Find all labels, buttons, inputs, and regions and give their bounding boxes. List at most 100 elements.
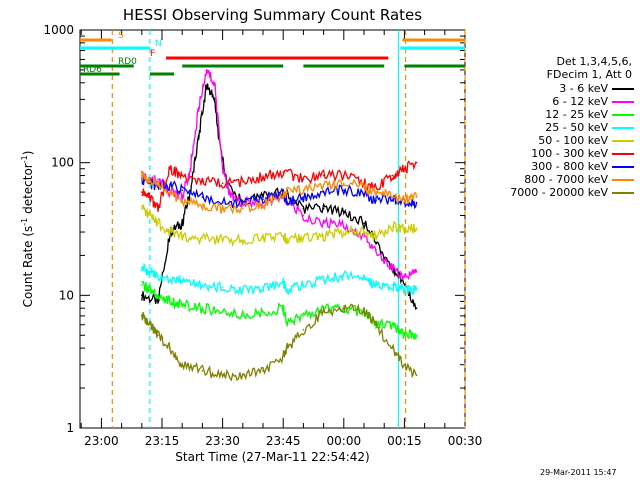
data-point <box>282 355 285 357</box>
legend-item: 6 - 12 keV <box>470 95 634 108</box>
data-point <box>375 284 377 286</box>
legend-item-label: 7000 - 20000 keV <box>510 186 608 199</box>
data-point <box>169 300 171 303</box>
data-point <box>157 334 159 337</box>
data-point <box>181 235 184 237</box>
data-point <box>213 98 216 101</box>
data-point <box>403 289 406 291</box>
series-line-8 <box>141 303 418 382</box>
data-point <box>282 281 285 284</box>
data-point <box>221 207 224 210</box>
data-point <box>375 235 377 237</box>
data-point <box>343 275 345 277</box>
data-point <box>221 311 224 313</box>
legend-item-label: 300 - 800 keV <box>531 160 608 173</box>
x-tick-label: 00:00 <box>327 434 362 448</box>
data-point <box>403 227 406 230</box>
data-point <box>242 315 244 317</box>
data-point <box>403 167 406 170</box>
data-point <box>157 207 159 210</box>
data-point <box>322 222 325 224</box>
flag-bar-label: RD6 <box>83 65 102 75</box>
data-point <box>181 303 184 306</box>
data-point <box>363 222 365 224</box>
data-point <box>322 191 325 193</box>
data-point <box>375 191 377 193</box>
legend-item-swatch <box>612 166 634 168</box>
data-point <box>149 323 151 326</box>
legend-item-label: 12 - 25 keV <box>545 108 608 121</box>
legend-item-swatch <box>612 101 634 103</box>
legend-header-line-2: FDecim 1, Att 0 <box>546 68 632 81</box>
series-line-3 <box>141 262 418 296</box>
data-point <box>302 315 305 317</box>
data-point <box>403 334 406 337</box>
data-point <box>242 289 244 291</box>
data-point <box>415 196 418 198</box>
data-point <box>262 198 264 201</box>
data-point <box>282 196 285 198</box>
data-point <box>201 284 204 286</box>
legend-item-swatch <box>612 114 634 116</box>
data-point <box>302 328 305 331</box>
data-point <box>181 199 184 202</box>
data-point <box>141 284 143 286</box>
y-axis-label-part: detector <box>21 163 35 218</box>
data-point <box>363 311 365 313</box>
data-point <box>149 196 151 198</box>
series-line-7 <box>141 171 418 215</box>
data-point <box>141 207 143 210</box>
data-point <box>149 289 151 291</box>
data-point <box>189 167 192 170</box>
data-point <box>375 249 377 251</box>
data-point <box>181 279 184 282</box>
y-axis-label-part: ) <box>21 151 35 156</box>
data-point <box>286 347 289 349</box>
x-tick-label: 00:30 <box>448 434 483 448</box>
data-point <box>415 289 418 291</box>
data-point <box>262 204 264 206</box>
series-line-2 <box>141 280 418 340</box>
data-point <box>201 180 204 183</box>
data-point <box>141 315 143 317</box>
data-point <box>181 363 184 366</box>
data-point <box>141 174 143 177</box>
data-point <box>302 214 305 217</box>
data-point <box>343 182 345 185</box>
data-point <box>262 176 264 178</box>
data-point <box>141 191 143 193</box>
data-point <box>415 271 418 273</box>
legend-item-label: 3 - 6 keV <box>559 82 608 95</box>
data-point <box>149 178 151 181</box>
data-point <box>242 374 244 377</box>
data-point <box>282 171 285 173</box>
legend-item-label: 25 - 50 keV <box>545 121 608 134</box>
flag-bar-label: S <box>118 31 124 41</box>
data-point <box>197 109 200 111</box>
y-axis-label-part: -1 <box>20 155 29 163</box>
data-point <box>169 184 171 186</box>
data-point <box>169 193 171 195</box>
legend-header: Det 1,3,4,5,6, FDecim 1, Att 0 <box>536 55 632 81</box>
legend-item-swatch <box>612 88 634 90</box>
x-tick-label: 23:15 <box>145 434 180 448</box>
data-point <box>343 225 345 228</box>
data-point <box>403 275 406 277</box>
data-point <box>302 196 305 198</box>
data-point <box>403 199 406 202</box>
legend-item: 3 - 6 keV <box>470 82 634 95</box>
flag-bar-label: N <box>155 39 162 49</box>
data-point <box>205 84 208 87</box>
data-point <box>197 138 200 141</box>
data-point <box>415 161 418 164</box>
y-axis-label-part: -1 <box>20 218 29 226</box>
data-point <box>242 180 244 183</box>
data-point <box>286 323 289 326</box>
data-point <box>157 275 159 277</box>
data-point <box>415 227 418 230</box>
data-point <box>221 182 224 185</box>
data-point <box>391 225 394 228</box>
legend-item-swatch <box>612 192 634 194</box>
legend-item-swatch <box>612 127 634 129</box>
